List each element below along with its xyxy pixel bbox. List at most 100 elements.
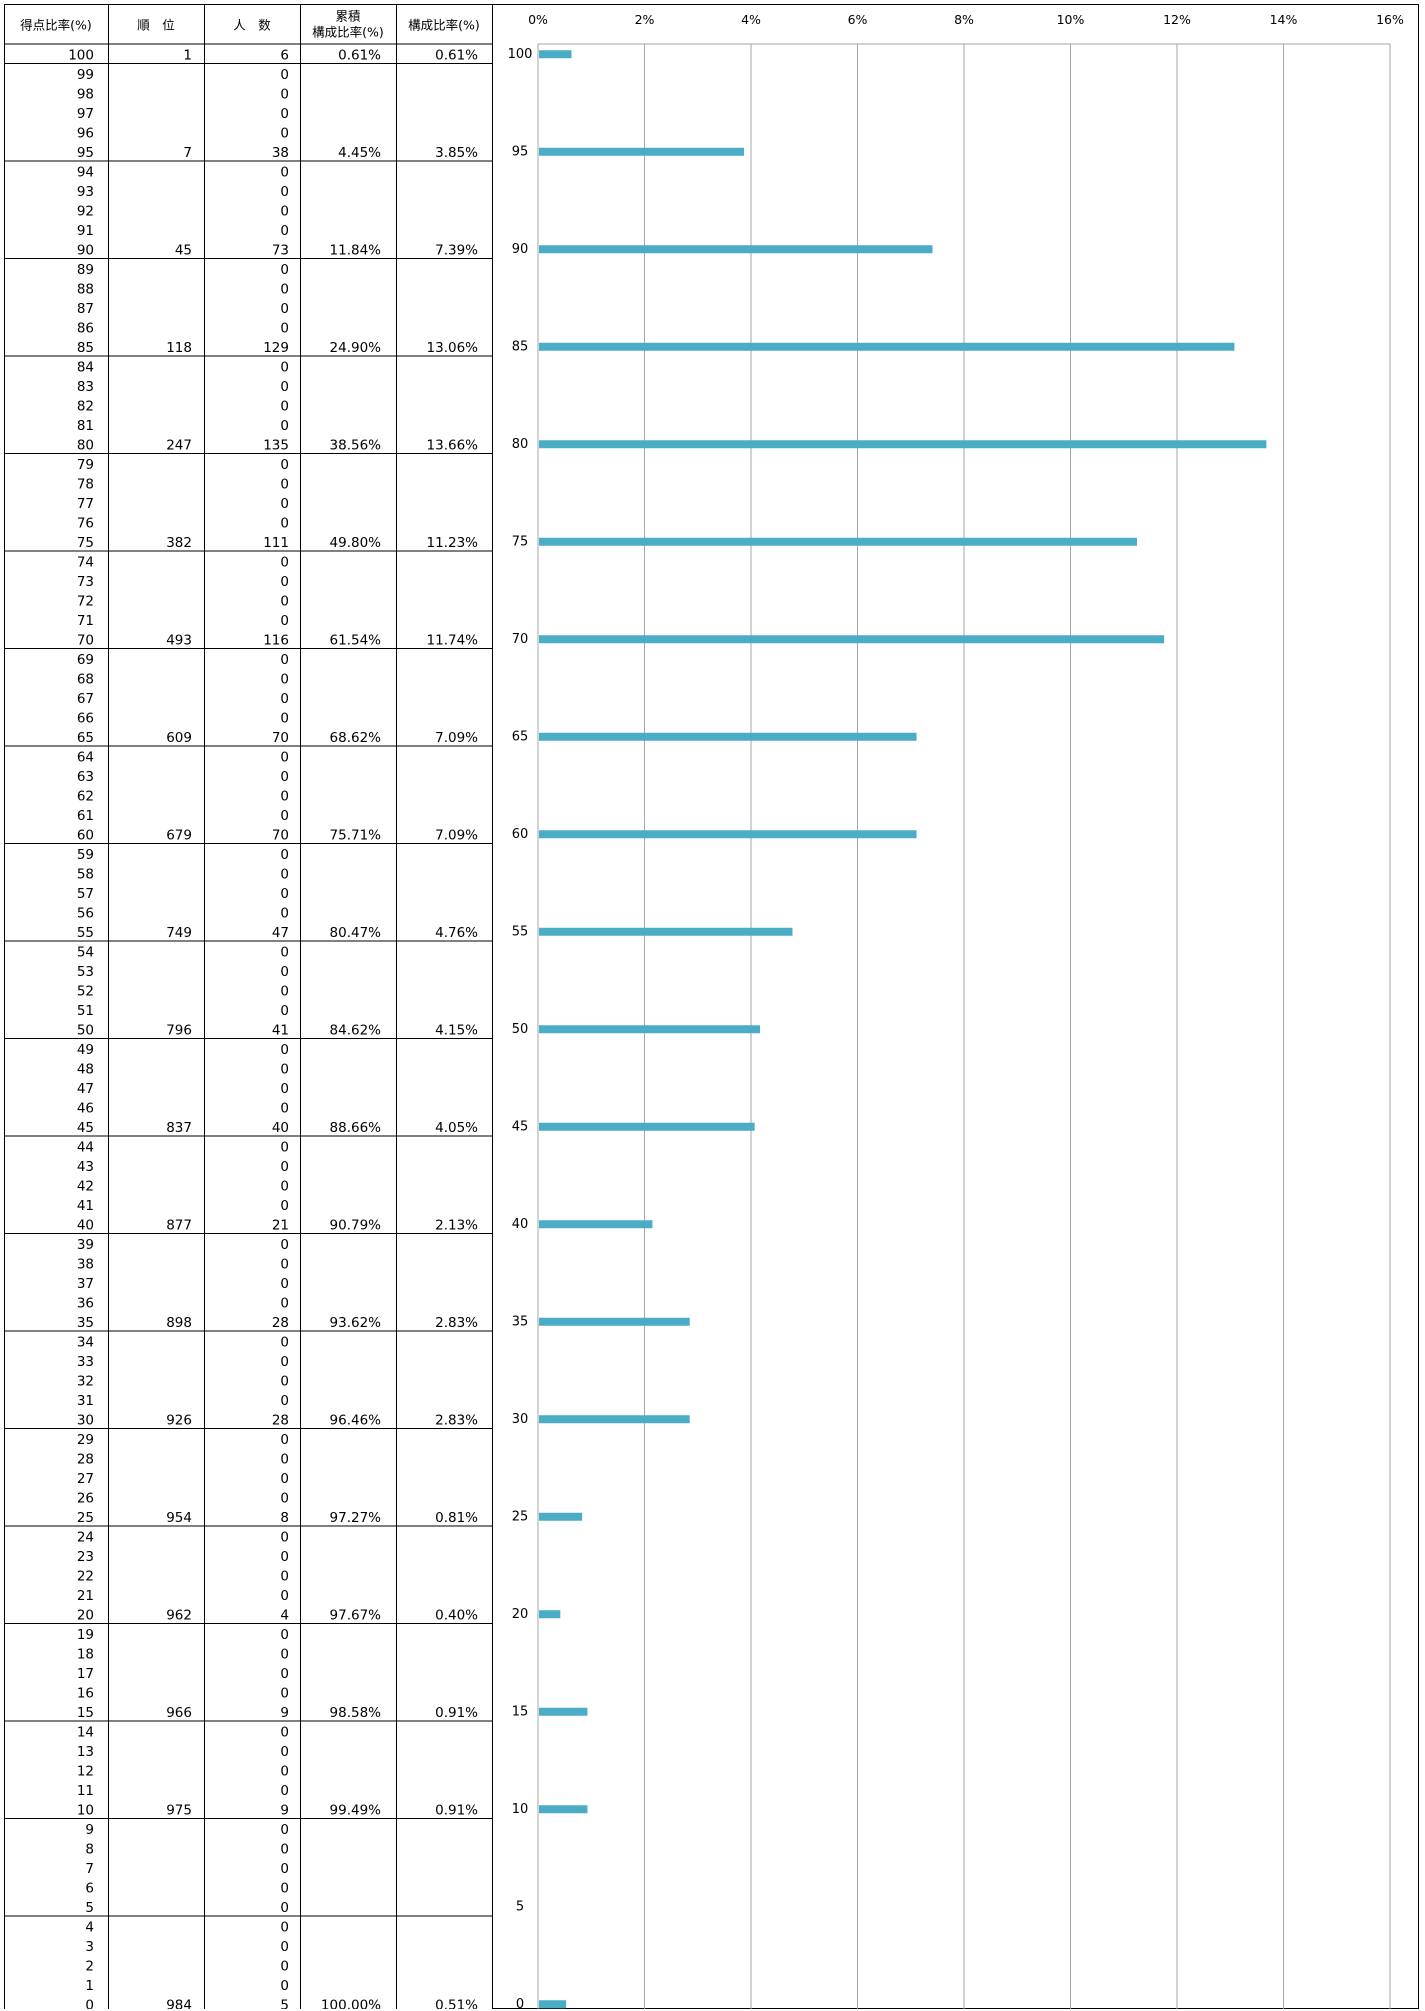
count-cell: 0 [280, 769, 289, 785]
score-cell: 2 [85, 1959, 94, 1975]
score-cell: 74 [77, 555, 94, 571]
count-cell: 0 [280, 1179, 289, 1195]
cumulative-ratio-cell: 0.61% [338, 48, 381, 64]
cumulative-ratio-cell: 97.27% [330, 1510, 382, 1526]
bar-85 [539, 342, 1235, 351]
table-row: 99 0 [77, 67, 289, 83]
count-cell: 0 [280, 1881, 289, 1897]
count-cell: 0 [280, 301, 289, 317]
score-cell: 79 [77, 457, 94, 473]
count-cell: 73 [272, 243, 289, 259]
table-row: 18 0 [77, 1647, 289, 1663]
y-category-label: 20 [512, 1607, 529, 1622]
score-cell: 63 [77, 769, 94, 785]
table-row: 72 0 [77, 594, 289, 610]
rank-cell: 1 [183, 48, 192, 64]
table-row: 47 0 [77, 1081, 289, 1097]
table-row: 76 0 [77, 516, 289, 532]
score-cell: 14 [77, 1725, 94, 1741]
rank-cell: 926 [166, 1413, 192, 1429]
count-cell: 0 [280, 574, 289, 590]
bar-15 [539, 1707, 588, 1716]
count-cell: 0 [280, 691, 289, 707]
score-cell: 37 [77, 1276, 94, 1292]
score-cell: 92 [77, 204, 94, 220]
table-row: 51 0 [77, 1003, 289, 1019]
rank-cell: 493 [166, 633, 192, 649]
table-row: 37 0 [77, 1276, 289, 1292]
bar-65 [539, 732, 917, 741]
count-cell: 0 [280, 847, 289, 863]
count-cell: 0 [280, 555, 289, 571]
count-cell: 0 [280, 906, 289, 922]
column-header: 構成比率(%) [408, 18, 480, 33]
chart-frame [492, 4, 1419, 2009]
rank-cell: 7 [183, 145, 192, 161]
table-row: 21 0 [77, 1588, 289, 1604]
count-cell: 0 [280, 594, 289, 610]
bar-55 [539, 927, 793, 936]
score-cell: 61 [77, 808, 94, 824]
table-row: 92 0 [77, 204, 289, 220]
count-cell: 135 [263, 438, 289, 454]
bar-90 [539, 245, 933, 254]
score-cell: 12 [77, 1764, 94, 1780]
count-cell: 0 [280, 496, 289, 512]
rank-cell: 984 [166, 1998, 192, 2010]
count-cell: 129 [263, 340, 289, 356]
score-cell: 46 [77, 1101, 94, 1117]
count-cell: 0 [280, 1491, 289, 1507]
count-cell: 0 [280, 321, 289, 337]
count-cell: 0 [280, 1335, 289, 1351]
score-cell: 6 [85, 1881, 94, 1897]
table-row: 0 5 984 100.00% 0.51% [85, 1998, 478, 2010]
rank-cell: 962 [166, 1608, 192, 1624]
score-cell: 31 [77, 1393, 94, 1409]
column-header: 人 数 [233, 18, 271, 33]
count-cell: 0 [280, 672, 289, 688]
table-row: 12 0 [77, 1764, 289, 1780]
score-cell: 29 [77, 1432, 94, 1448]
table-row: 33 0 [77, 1354, 289, 1370]
score-cell: 5 [85, 1900, 94, 1916]
table-row: 44 0 [77, 1140, 289, 1156]
score-cell: 3 [85, 1939, 94, 1955]
table-row: 53 0 [77, 964, 289, 980]
count-cell: 0 [280, 1588, 289, 1604]
score-cell: 23 [77, 1549, 94, 1565]
score-cell: 89 [77, 262, 94, 278]
rank-cell: 877 [166, 1218, 192, 1234]
score-cell: 90 [77, 243, 94, 259]
score-cell: 34 [77, 1335, 94, 1351]
ratio-cell: 13.06% [427, 340, 479, 356]
score-cell: 16 [77, 1686, 94, 1702]
table-row: 29 0 [77, 1432, 289, 1448]
score-cell: 99 [77, 67, 94, 83]
column-header: 得点比率(%) [20, 18, 92, 33]
score-cell: 80 [77, 438, 94, 454]
count-cell: 0 [280, 808, 289, 824]
cumulative-ratio-cell: 98.58% [330, 1705, 382, 1721]
count-cell: 0 [280, 516, 289, 532]
bar-75 [539, 537, 1137, 546]
table-row: 66 0 [77, 711, 289, 727]
count-cell: 9 [280, 1705, 289, 1721]
table-row: 98 0 [77, 87, 289, 103]
cumulative-ratio-cell: 88.66% [330, 1120, 382, 1136]
count-cell: 0 [280, 1452, 289, 1468]
table-row: 10 9 975 99.49% 0.91% [4, 1803, 492, 1819]
count-cell: 0 [280, 1081, 289, 1097]
table-row: 42 0 [77, 1179, 289, 1195]
count-cell: 0 [280, 418, 289, 434]
ratio-cell: 7.09% [435, 730, 478, 746]
score-cell: 58 [77, 867, 94, 883]
count-cell: 0 [280, 789, 289, 805]
score-cell: 67 [77, 691, 94, 707]
table-row: 36 0 [77, 1296, 289, 1312]
table-row: 61 0 [77, 808, 289, 824]
count-cell: 0 [280, 87, 289, 103]
bar-50 [539, 1025, 760, 1034]
score-cell: 7 [85, 1861, 94, 1877]
